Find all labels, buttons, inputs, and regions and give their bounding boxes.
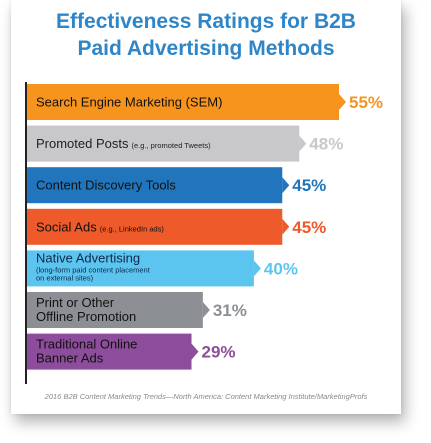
- y-axis-line: [25, 82, 27, 384]
- bar-value-2: 45%: [292, 176, 326, 195]
- bar-value-4: 40%: [264, 259, 298, 278]
- bar-arrow-5: [202, 302, 210, 318]
- bar-arrow-4: [253, 260, 261, 277]
- bar-label-3: Social Ads (e.g., LinkedIn ads): [36, 219, 164, 234]
- chart-title: Effectiveness Ratings for B2B Paid Adver…: [11, 8, 401, 62]
- bar-value-6: 29%: [202, 343, 236, 362]
- bar-0: [27, 84, 339, 120]
- bar-arrow-3: [282, 218, 290, 235]
- bar-6: [27, 333, 192, 370]
- chart-title-line-2: Paid Advertising Methods: [77, 37, 335, 60]
- bar-arrow-2: [282, 177, 290, 194]
- source-note: 2016 B2B Content Marketing Trends—North …: [44, 392, 368, 401]
- bar-label-2: Content Discovery Tools: [36, 178, 176, 193]
- bar-arrow-6: [191, 343, 199, 360]
- bar-arrow-1: [299, 135, 307, 152]
- bar-chart: Search Engine Marketing (SEM) 55% Promoted…: [27, 84, 383, 370]
- bar-5: [27, 292, 203, 328]
- bar-label-4: Native Advertising (long-form paid conten…: [36, 250, 151, 282]
- bar-label-5: Print or Other Offline Promotion: [36, 295, 136, 324]
- bar-2: [27, 167, 283, 204]
- bar-value-5: 31%: [213, 301, 247, 320]
- bar-value-0: 55%: [349, 93, 383, 112]
- bar-1: [27, 125, 300, 162]
- chart-title-line-1: Effectiveness Ratings for B2B: [56, 10, 356, 33]
- bar-label-0: Search Engine Marketing (SEM): [36, 95, 222, 110]
- bar-3: [27, 208, 283, 245]
- chart-card: Effectiveness Ratings for B2B Paid Adver…: [11, 0, 401, 414]
- bar-4: [27, 250, 254, 287]
- bar-label-1: Promoted Posts (e.g., promoted Tweets): [36, 136, 211, 151]
- bar-arrow-0: [339, 94, 346, 110]
- bar-value-1: 48%: [309, 135, 343, 154]
- bar-value-3: 45%: [292, 218, 326, 237]
- bar-label-6: Traditional Online Banner Ads: [36, 337, 137, 366]
